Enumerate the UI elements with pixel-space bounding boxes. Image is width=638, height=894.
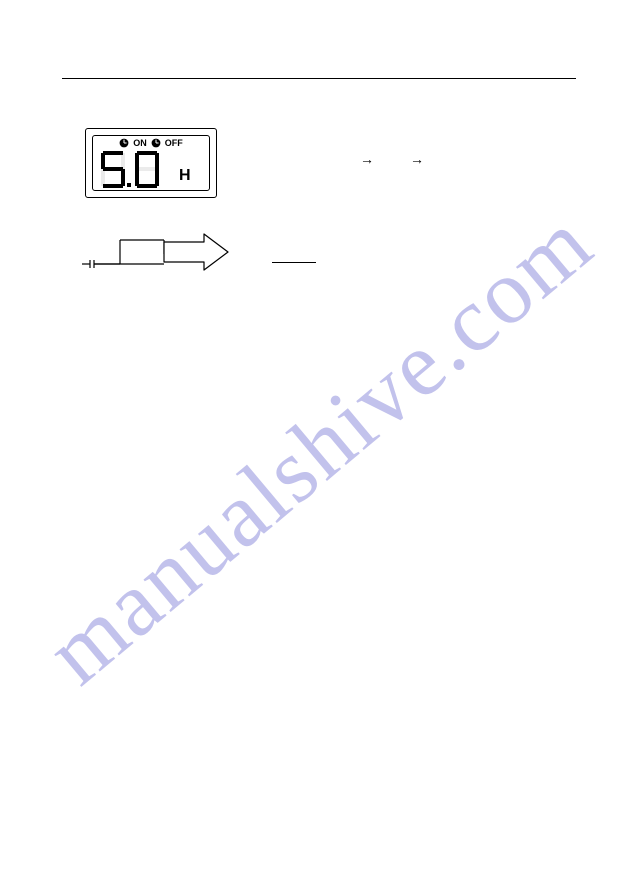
lcd-inner: ON OFF xyxy=(92,135,210,191)
clock-icon xyxy=(151,138,161,148)
arrow-right-icon: → xyxy=(410,152,424,166)
lcd-label-off: OFF xyxy=(165,138,183,148)
clock-icon xyxy=(119,138,129,148)
lcd-unit: H xyxy=(179,168,191,184)
arrow-right-icon: → xyxy=(360,152,374,166)
seven-segment xyxy=(97,150,173,190)
page: manualshive.com ON xyxy=(0,0,638,894)
lcd-digits: H xyxy=(97,150,191,190)
connector-line xyxy=(272,262,316,263)
timing-step-diagram xyxy=(82,230,230,274)
lcd-label-on: ON xyxy=(133,138,147,148)
lcd-status-row: ON OFF xyxy=(93,138,209,148)
divider-top xyxy=(62,78,576,79)
lcd-panel: ON OFF xyxy=(85,128,217,198)
